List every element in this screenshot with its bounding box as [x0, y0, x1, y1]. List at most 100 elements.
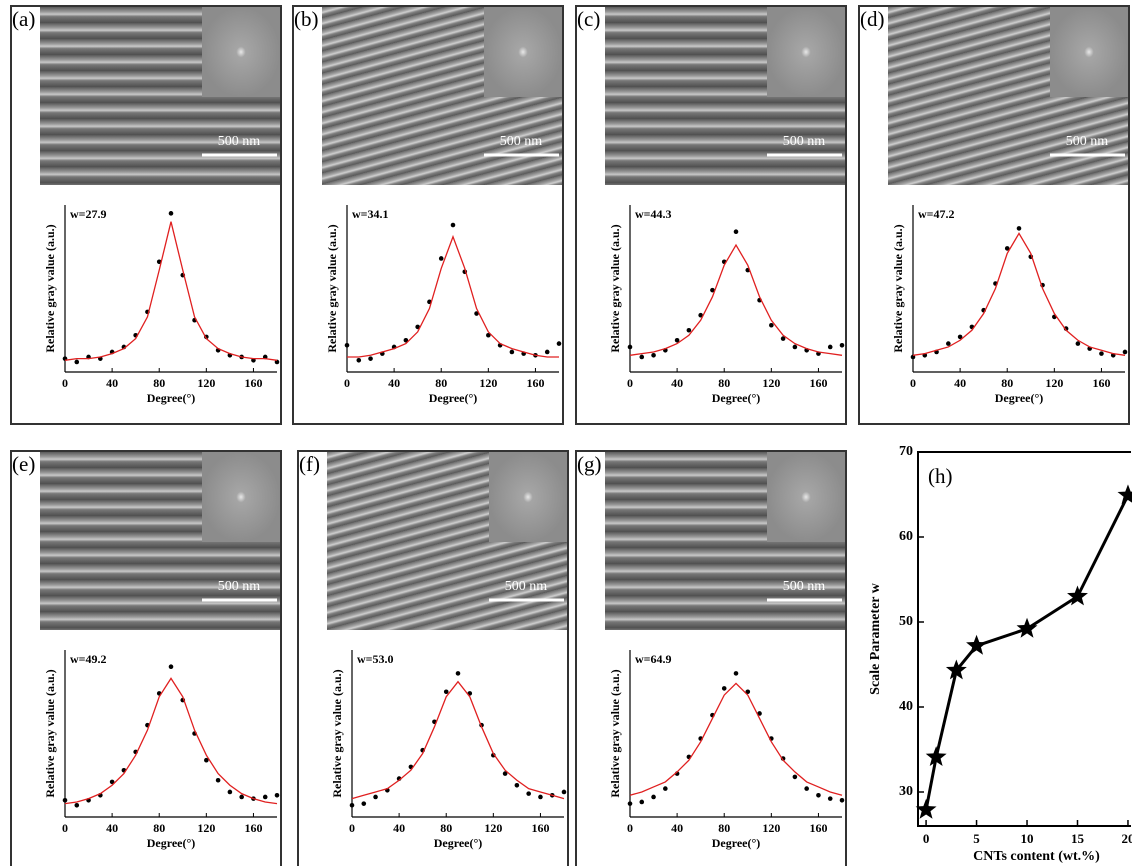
data-point [1004, 246, 1010, 251]
plot-frame [917, 451, 1131, 827]
x-axis-label: Degree(°) [712, 391, 761, 405]
y-axis-label: Relative gray value (a.u.) [608, 669, 622, 797]
star-marker [1067, 585, 1088, 606]
data-point [839, 342, 845, 348]
data-point [349, 803, 355, 808]
x-tick-label: 120 [197, 376, 215, 390]
y-tick-label: 50 [899, 614, 913, 629]
x-tick-label: 0 [627, 376, 633, 390]
x-axis-label: Degree(°) [147, 836, 196, 850]
x-axis-label: Degree(°) [434, 836, 483, 850]
panel: 500 nm (d) 0 40 80 120 160 Degree(°) Relative gr… [858, 5, 1130, 425]
panel: 500 nm (f) 0 40 80 120 160 Degree(°) Relative gr… [297, 450, 569, 866]
data-point [733, 229, 739, 235]
data-point [733, 671, 739, 676]
line [924, 494, 1130, 811]
x-axis-label: CNTs content (wt.%) [973, 849, 1100, 864]
data-point [415, 324, 420, 330]
fit-curve [64, 221, 278, 361]
fft-inset [1050, 7, 1128, 97]
x-tick-label: 40 [671, 376, 683, 390]
data-point [168, 211, 174, 216]
x-tick-label: 120 [484, 821, 502, 835]
x-tick-label: 40 [393, 821, 405, 835]
data-point [686, 327, 692, 333]
scale-bar-label: 500 nm [218, 134, 261, 149]
y-axis-label: Relative gray value (a.u.) [330, 669, 344, 797]
x-axis-label: Degree(°) [429, 391, 478, 405]
panel-label: (a) [12, 7, 35, 31]
x-tick-label: 160 [244, 821, 262, 835]
x-tick-label: 15 [1071, 831, 1085, 846]
data-point [502, 771, 508, 776]
data-point [1122, 349, 1128, 355]
data-point [674, 337, 680, 343]
x-axis-label: Degree(°) [147, 391, 196, 405]
x-tick-label: 5 [973, 831, 980, 846]
annotation: w=64.9 [635, 652, 672, 666]
x-tick-label: 80 [718, 821, 730, 835]
panel-label: (d) [860, 7, 885, 31]
x-tick-label: 0 [62, 821, 68, 835]
star-marker [1016, 617, 1038, 638]
data-point [721, 686, 727, 691]
data-point [538, 794, 543, 800]
panel: 500 nm (g) 0 40 80 120 160 Degree(°) Relative gr… [575, 450, 847, 866]
scale-bar-label: 500 nm [500, 134, 543, 149]
data-point [455, 671, 461, 676]
x-tick-label: 120 [1045, 376, 1063, 390]
data-point [74, 803, 80, 808]
x-tick-label: 0 [62, 376, 68, 390]
data-point [368, 356, 373, 361]
x-tick-label: 80 [718, 376, 730, 390]
fft-inset [202, 7, 280, 97]
data-point [827, 344, 833, 350]
scale-bar-label: 500 nm [218, 579, 261, 594]
x-tick-label: 160 [809, 821, 827, 835]
data-point [804, 786, 809, 791]
data-point [474, 311, 479, 316]
data-point [745, 689, 751, 695]
data-point [356, 358, 362, 363]
x-tick-label: 40 [106, 821, 118, 835]
data-point [710, 287, 715, 293]
scale-bar-label: 500 nm [505, 579, 548, 594]
panel-label: (b) [294, 7, 319, 31]
data-point [651, 353, 656, 358]
panel: 500 nm (a) 0 40 80 120 160 Degree(°) Relative gr… [10, 5, 282, 425]
y-tick-label: 30 [899, 784, 913, 799]
fft-inset [202, 452, 280, 542]
y-axis-label: Relative gray value (a.u.) [891, 224, 905, 352]
data-point [443, 689, 449, 695]
data-point [757, 711, 762, 716]
data-point [361, 801, 367, 806]
x-tick-label: 160 [244, 376, 262, 390]
data-point [239, 794, 244, 800]
x-tick-label: 40 [671, 821, 683, 835]
data-point [344, 342, 350, 348]
annotation: w=34.1 [352, 207, 389, 221]
data-point [109, 779, 115, 785]
panel: 500 nm (b) 0 40 80 120 160 Degree(°) Relative gr… [292, 5, 564, 425]
x-tick-label: 0 [627, 821, 633, 835]
data-point [274, 359, 280, 365]
star-marker [945, 659, 967, 680]
panel-label: (h) [928, 464, 953, 488]
data-point [168, 664, 174, 669]
star-marker [966, 634, 988, 655]
data-point [438, 256, 444, 261]
data-point [373, 794, 378, 800]
panel-label: (f) [299, 452, 320, 476]
y-axis-label: Relative gray value (a.u.) [608, 224, 622, 352]
data-point [792, 774, 798, 780]
data-point [215, 777, 221, 783]
x-tick-label: 160 [531, 821, 549, 835]
panel-frame [575, 5, 847, 425]
panel: 500 nm (c) 0 40 80 120 160 Degree(°) Relative gr… [575, 5, 847, 425]
data-point [403, 337, 409, 343]
star-marker [925, 746, 947, 767]
fit-curve [347, 234, 559, 358]
annotation: w=47.2 [918, 207, 955, 221]
data-point [663, 786, 668, 791]
